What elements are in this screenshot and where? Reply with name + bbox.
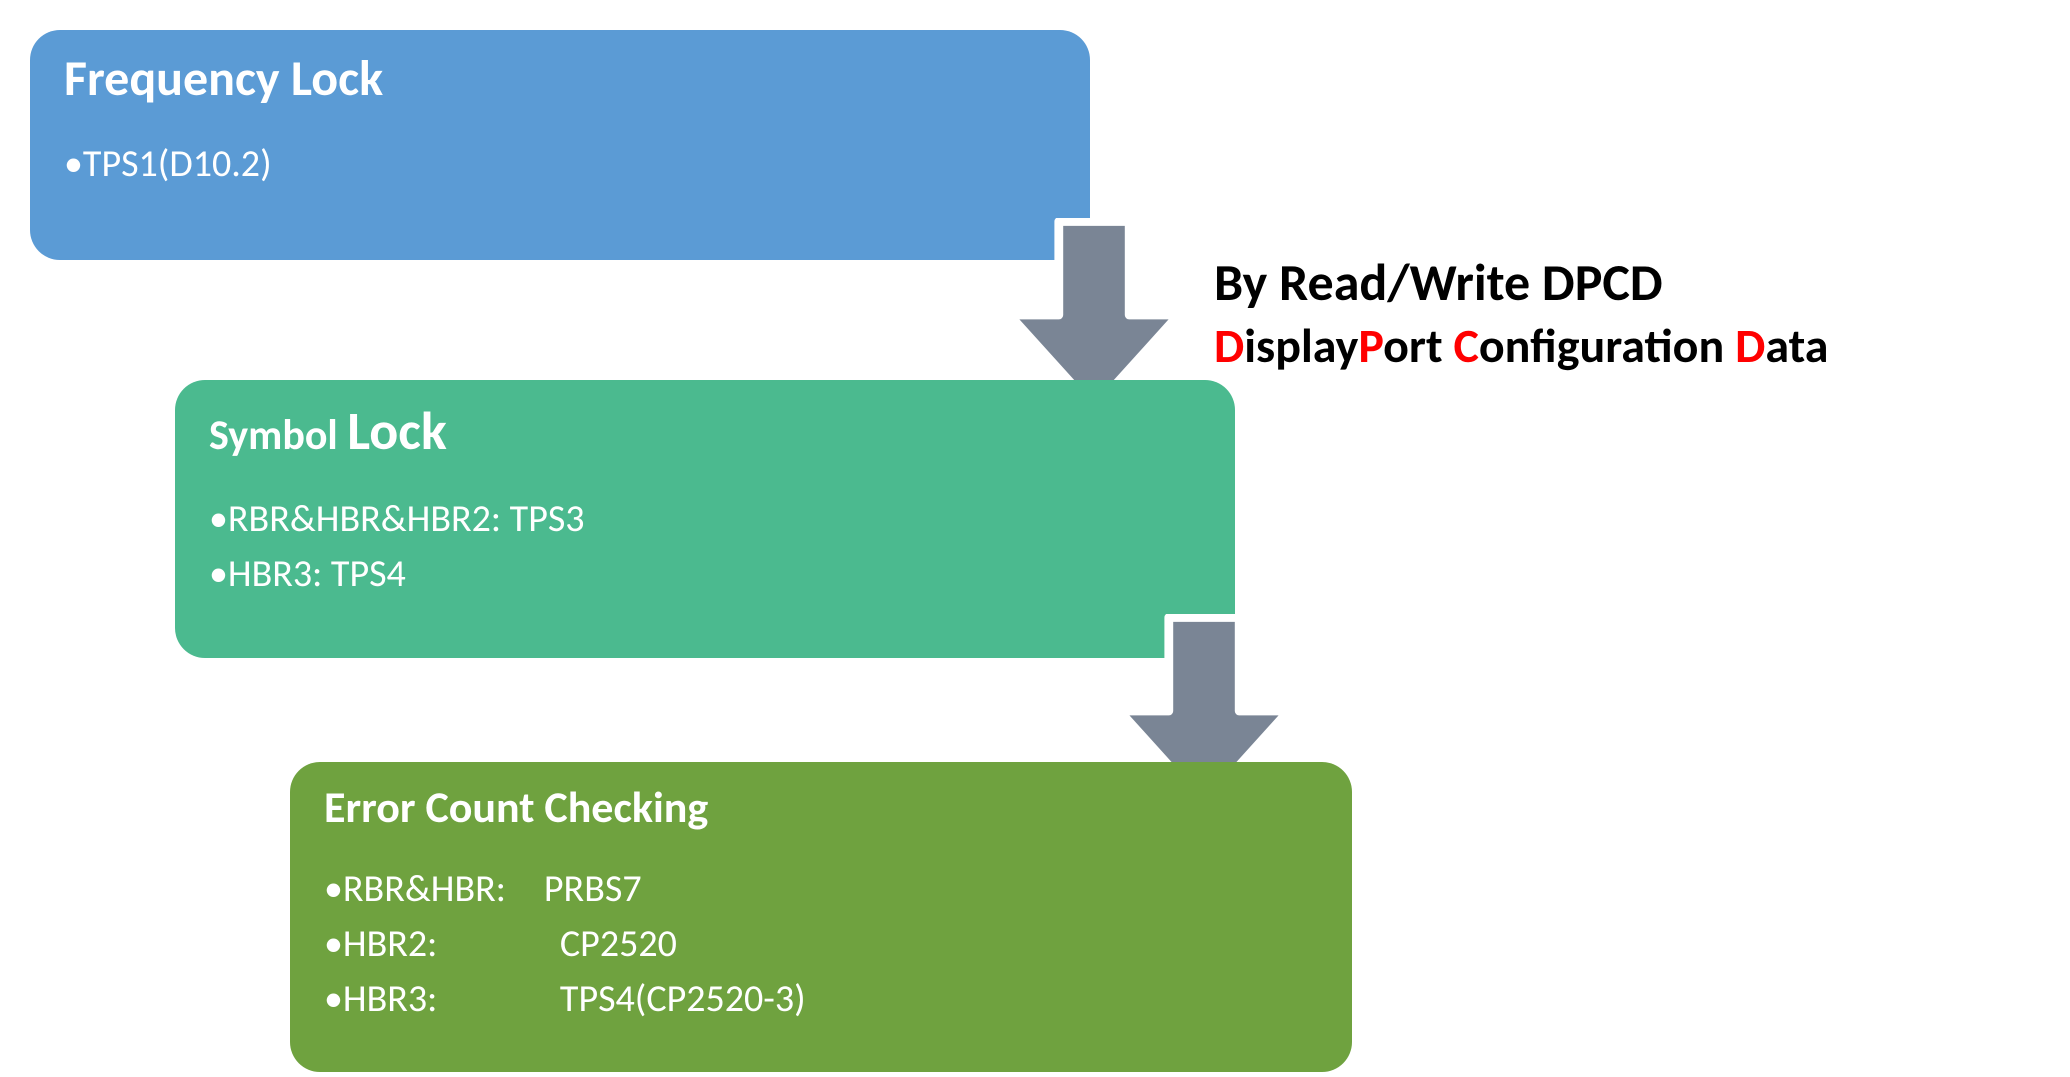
box-title: Symbol Lock <box>209 398 1201 464</box>
annotation-part: D <box>1735 316 1765 375</box>
box-items: •TPS1(D10.2) <box>64 137 1056 192</box>
box-item: •HBR3: TPS4 <box>209 547 1201 602</box>
annotation-line-1: By Read/Write DPCD <box>1214 250 1663 314</box>
annotation-part: ort <box>1383 316 1453 375</box>
flow-box-error-count-checking: Error Count Checking •RBR&HBR: PRBS7 •HB… <box>290 762 1352 1072</box>
box-item: •HBR2: CP2520 <box>324 917 1318 972</box>
box-items: •RBR&HBR&HBR2: TPS3 •HBR3: TPS4 <box>209 492 1201 602</box>
annotation-part: D <box>1214 316 1244 375</box>
flow-box-symbol-lock: Symbol Lock •RBR&HBR&HBR2: TPS3 •HBR3: T… <box>175 380 1235 658</box>
box-item: •RBR&HBR: PRBS7 <box>324 862 1318 917</box>
box-item: •TPS1(D10.2) <box>64 137 1056 192</box>
annotation-line-2: DisplayPort Configuration Data <box>1214 316 1828 375</box>
annotation-part: onfiguration <box>1479 316 1735 375</box>
box-items: •RBR&HBR: PRBS7 •HBR2: CP2520 •HBR3: TPS… <box>324 862 1318 1027</box>
flow-box-frequency-lock: Frequency Lock •TPS1(D10.2) <box>30 30 1090 260</box>
annotation-part: P <box>1358 316 1383 375</box>
box-title: Error Count Checking <box>324 780 1318 834</box>
box-item: •RBR&HBR&HBR2: TPS3 <box>209 492 1201 547</box>
annotation-part: C <box>1453 316 1478 375</box>
box-item: •HBR3: TPS4(CP2520-3) <box>324 972 1318 1027</box>
annotation-part: ata <box>1765 316 1828 375</box>
annotation-part: isplay <box>1244 316 1358 375</box>
box-title-prefix: Symbol <box>209 410 347 461</box>
box-title-emph: Lock <box>347 398 447 464</box>
box-title: Frequency Lock <box>64 48 1056 109</box>
